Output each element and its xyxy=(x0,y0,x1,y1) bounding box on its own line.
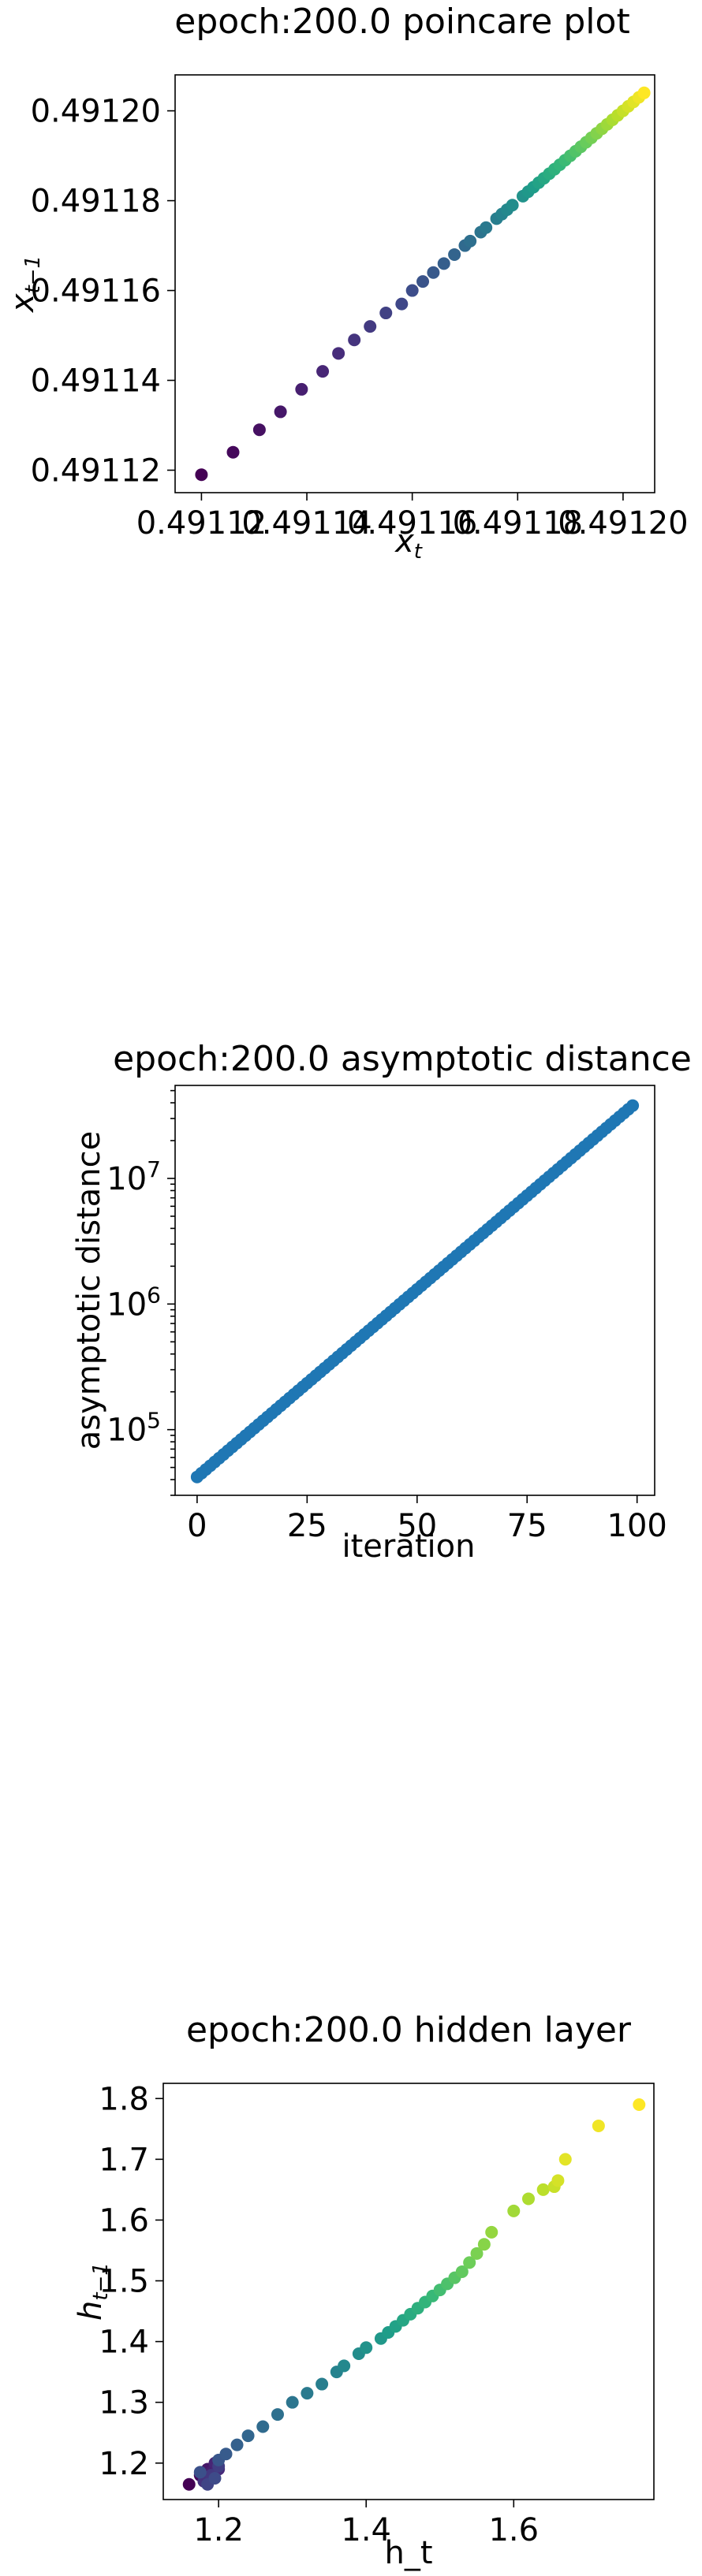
hidden-layer-axes: 1.2 1.4 1.6 1.2 1.3 1.4 1.5 1.6 1.7 1.8 xyxy=(99,2081,539,2548)
y-tick-label: 1.8 xyxy=(99,2081,149,2117)
data-point xyxy=(301,2387,314,2400)
x-tick-label: 50 xyxy=(397,1508,437,1544)
data-point xyxy=(507,2204,521,2217)
y-tick-label: 106 xyxy=(106,1282,161,1323)
hidden-layer-frame xyxy=(162,2083,655,2500)
poincare-plot-points xyxy=(195,86,651,482)
x-tick-label: 100 xyxy=(607,1508,667,1544)
x-tick-label: 0.49116 xyxy=(347,505,477,542)
data-point xyxy=(208,2472,222,2485)
x-tick-label: 0 xyxy=(187,1508,207,1544)
x-tick-label: 75 xyxy=(507,1508,547,1544)
data-point xyxy=(252,423,266,437)
data-point xyxy=(286,2395,299,2409)
x-tick-label: 1.4 xyxy=(341,2512,391,2548)
data-point xyxy=(485,2225,498,2239)
hidden-layer-points xyxy=(182,2098,646,2491)
x-tick-label: 25 xyxy=(287,1508,327,1544)
poincare-plot-axes: 0.491120.491140.491160.491180.491200.491… xyxy=(31,94,689,542)
data-point xyxy=(193,2466,207,2479)
data-point xyxy=(316,365,330,378)
y-tick-label: 107 xyxy=(106,1156,161,1197)
data-point xyxy=(274,405,287,419)
data-point xyxy=(521,2192,535,2206)
asymptotic-distance-panel: epoch:200.0 asymptotic distance 0 25 50 75 1… xyxy=(71,1039,692,1565)
x-tick-label: 1.2 xyxy=(193,2512,244,2548)
x-tick-label: 0.49112 xyxy=(136,505,267,542)
hidden-layer-title: epoch:200.0 hidden layer xyxy=(186,2010,632,2050)
data-point xyxy=(480,221,493,234)
y-tick-label: 1.2 xyxy=(99,2446,149,2482)
y-tick-label: 0.49118 xyxy=(31,184,161,220)
asymptotic-distance-points xyxy=(190,1099,640,1483)
poincare-plot-y-axis-label: xt−1 xyxy=(5,255,45,314)
hidden-layer-x-axis-label: h_t xyxy=(384,2535,432,2571)
data-point xyxy=(633,2098,646,2111)
data-point xyxy=(506,199,519,212)
data-point xyxy=(360,2341,373,2355)
data-point xyxy=(226,445,240,459)
data-point xyxy=(463,2256,476,2269)
data-point xyxy=(427,266,440,279)
data-point xyxy=(558,2153,572,2166)
y-tick-label: 1.7 xyxy=(99,2142,149,2178)
y-tick-label: 1.6 xyxy=(99,2202,149,2239)
y-tick-label: 0.49112 xyxy=(31,453,161,490)
hidden-layer-panel: epoch:200.0 hidden layer 1.2 1.4 1.6 1.2 1.3… xyxy=(73,2010,655,2571)
data-point xyxy=(195,468,208,482)
data-point xyxy=(448,248,461,261)
data-point xyxy=(592,2119,605,2132)
y-tick-label: 1.5 xyxy=(99,2264,149,2300)
y-tick-label: 1.3 xyxy=(99,2385,149,2422)
data-point xyxy=(405,284,419,297)
data-point xyxy=(637,86,651,99)
hidden-layer-y-axis-label: ht−1 xyxy=(73,2262,113,2321)
data-point xyxy=(230,2438,244,2451)
data-point xyxy=(348,333,361,347)
poincare-plot-title: epoch:200.0 poincare plot xyxy=(174,2,629,42)
asymptotic-distance-frame xyxy=(174,1085,655,1496)
x-tick-label: 1.6 xyxy=(488,2512,539,2548)
data-point xyxy=(241,2429,255,2443)
data-point xyxy=(364,320,377,333)
data-point xyxy=(536,2183,550,2196)
x-tick-label: 0.49120 xyxy=(558,505,688,542)
data-point xyxy=(338,2359,351,2373)
poincare-plot-panel: epoch:200.0 poincare plot 0.491120.49114… xyxy=(5,2,689,564)
data-point xyxy=(182,2477,196,2491)
data-point xyxy=(316,2377,329,2391)
data-point xyxy=(470,2247,484,2260)
data-point xyxy=(256,2420,270,2433)
data-point xyxy=(437,257,450,270)
data-point xyxy=(464,234,477,248)
data-point xyxy=(379,307,393,320)
data-point xyxy=(271,2408,284,2422)
asymptotic-distance-axes: 0 25 50 75 100 105 106 107 xyxy=(106,1089,667,1544)
y-tick-label: 0.49114 xyxy=(31,363,161,400)
asymptotic-distance-y-axis-label: asymptotic distance xyxy=(71,1131,107,1450)
data-point xyxy=(477,2238,491,2251)
data-point xyxy=(416,275,430,288)
asymptotic-distance-x-axis-label: iteration xyxy=(342,1528,476,1565)
y-tick-label: 1.4 xyxy=(99,2325,149,2361)
data-point xyxy=(295,382,308,396)
y-tick-label: 105 xyxy=(106,1408,161,1449)
asymptotic-distance-title: epoch:200.0 asymptotic distance xyxy=(113,1039,692,1079)
poincare-plot-frame xyxy=(174,74,655,493)
data-point xyxy=(395,297,409,311)
y-tick-label: 0.49120 xyxy=(31,94,161,130)
data-point xyxy=(455,2265,469,2278)
y-tick-label: 0.49116 xyxy=(31,274,161,310)
data-point xyxy=(626,1099,640,1112)
poincare-plot-x-axis-label: xt xyxy=(394,523,423,564)
x-tick-label: 0.49114 xyxy=(241,505,372,542)
data-point xyxy=(219,2448,233,2461)
data-point xyxy=(332,347,345,360)
data-point xyxy=(551,2174,565,2187)
x-tick-label: 0.49118 xyxy=(453,505,583,542)
